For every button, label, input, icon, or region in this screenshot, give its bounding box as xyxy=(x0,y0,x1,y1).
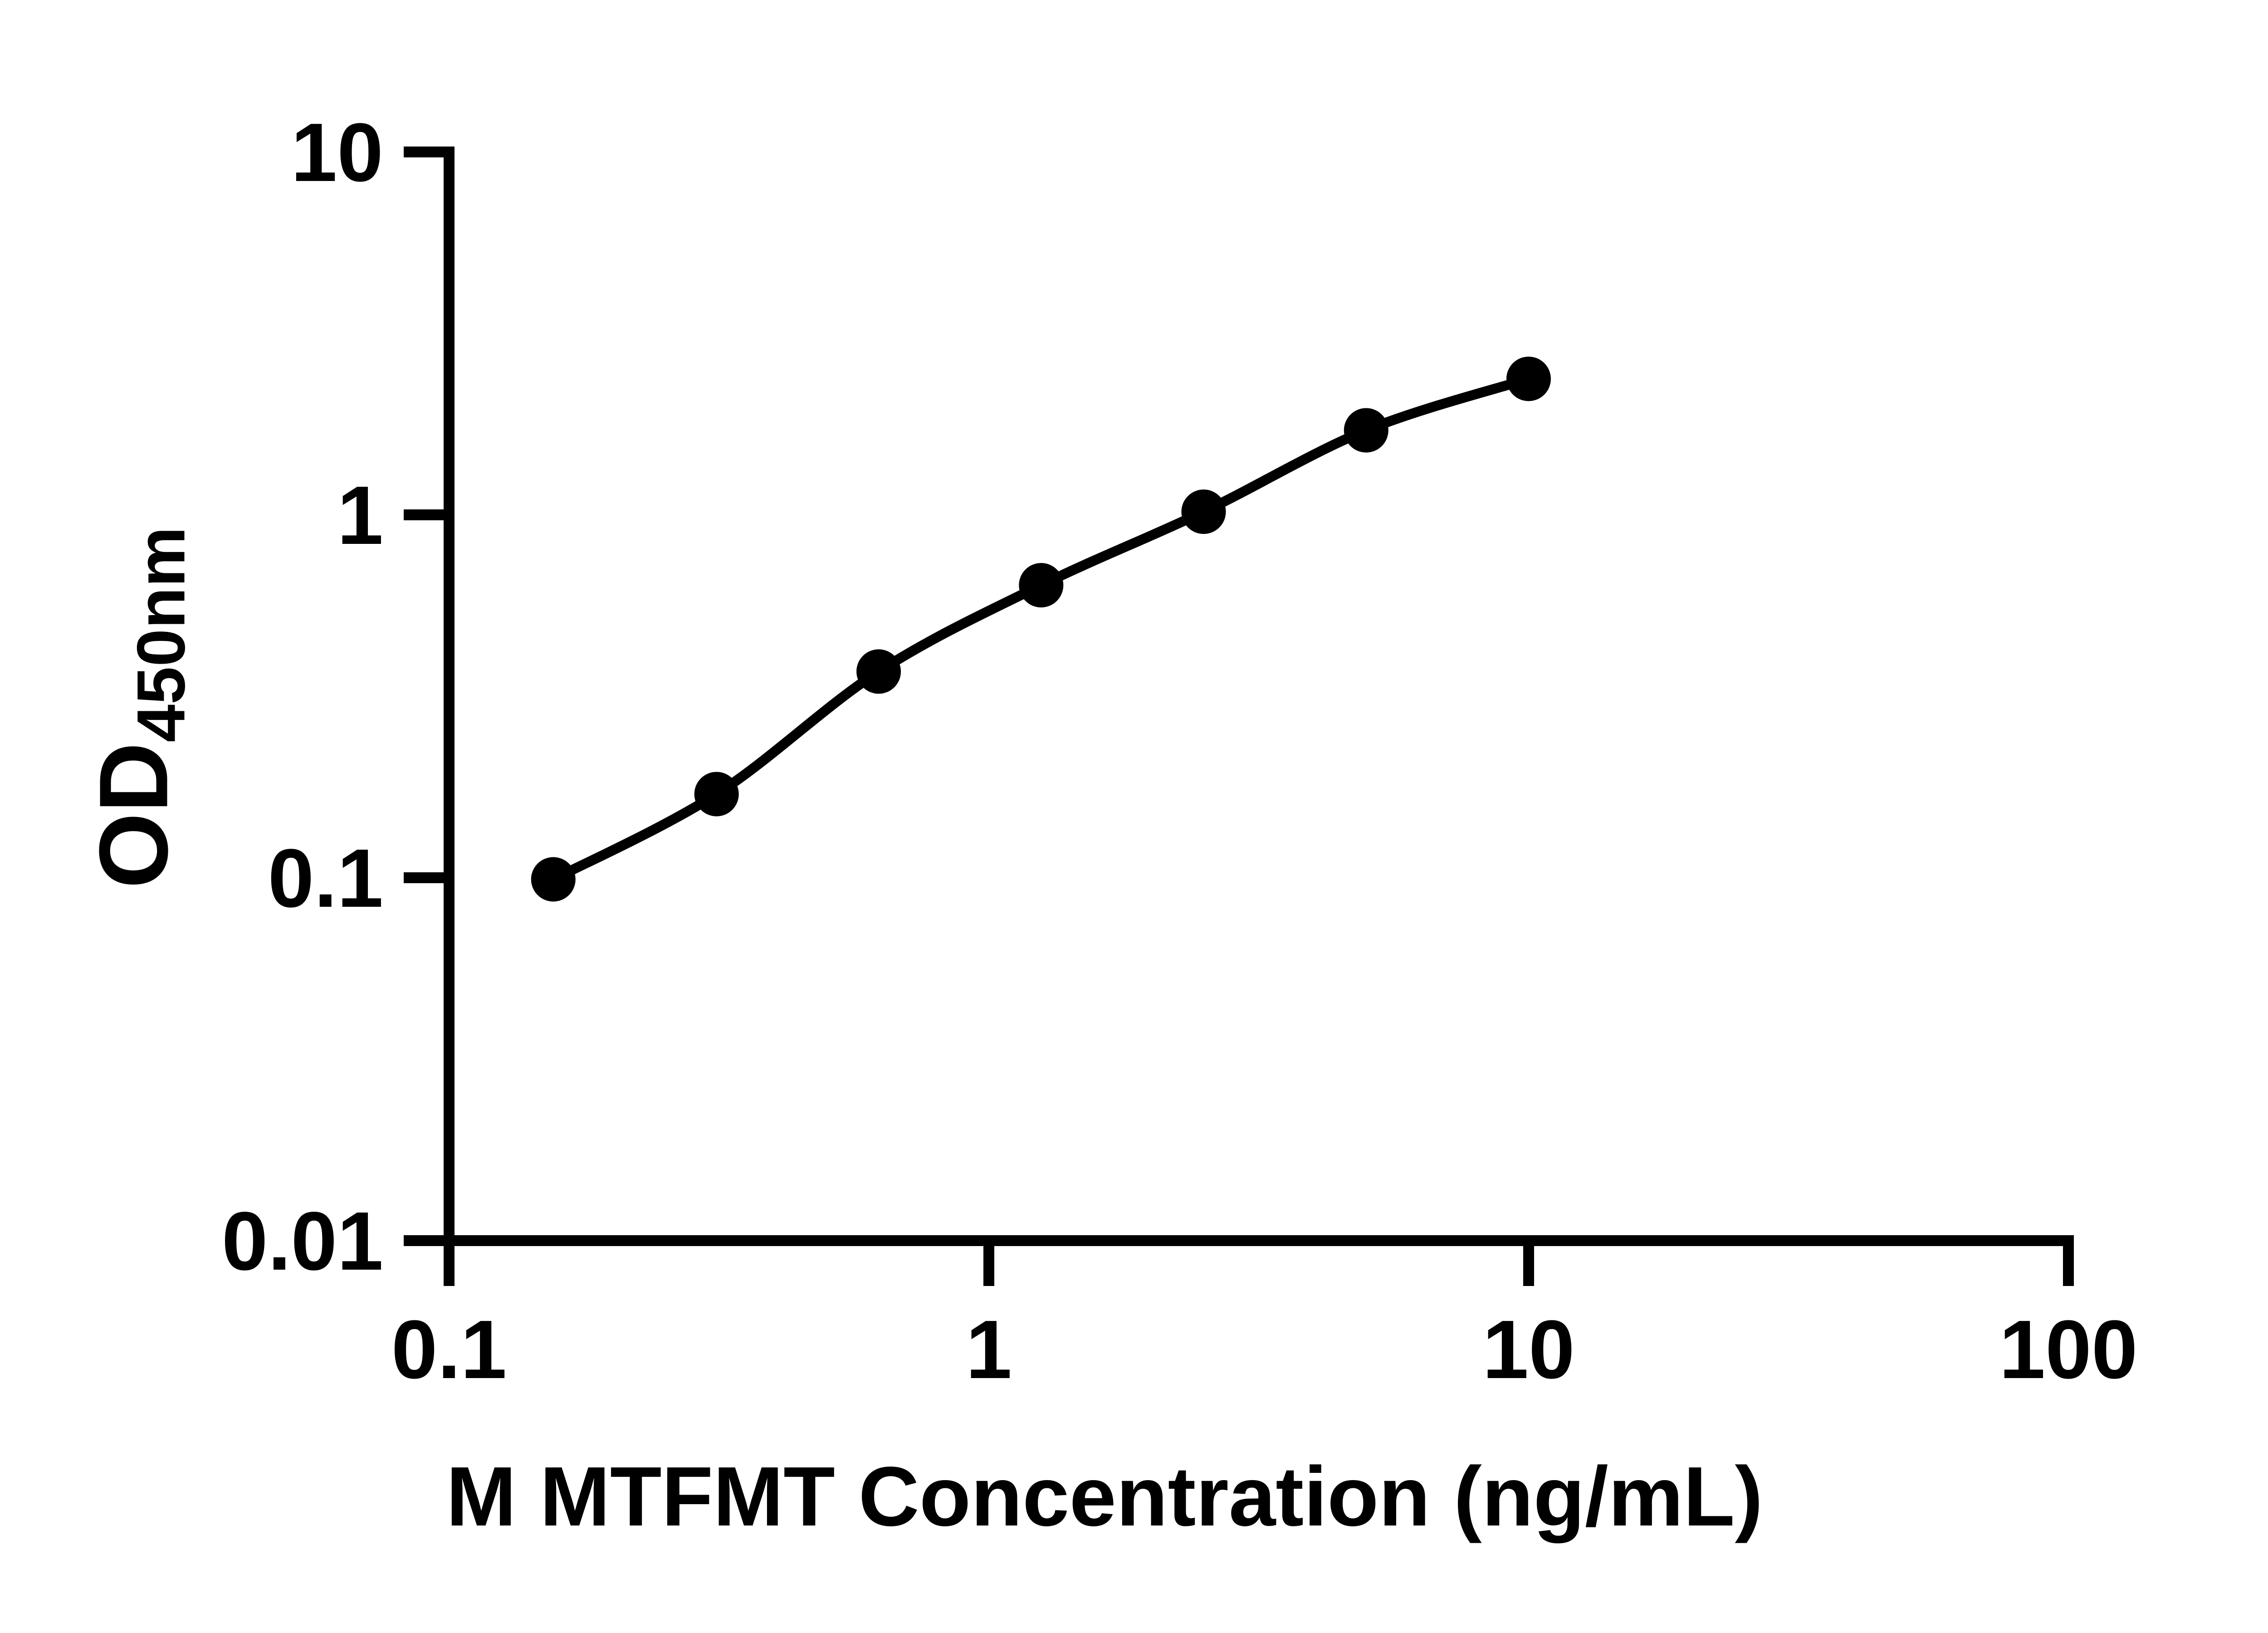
data-point-marker xyxy=(531,857,576,902)
x-tick-label: 100 xyxy=(1999,1303,2137,1396)
data-point-marker xyxy=(1181,489,1226,534)
y-tick-label: 10 xyxy=(291,106,383,199)
data-point-marker xyxy=(694,772,739,816)
axis-ticks xyxy=(404,147,2074,1286)
y-axis-title: OD450nm xyxy=(79,527,502,889)
data-point-marker xyxy=(1344,408,1388,453)
data-point-marker xyxy=(856,649,901,694)
x-axis-title-text: M MTFMT Concentration (ng/mL) xyxy=(446,1450,1763,1544)
y-axis-title-base: OD xyxy=(78,742,188,889)
y-axis-title-subscript: 450nm xyxy=(122,527,199,743)
y-tick-label: 0.01 xyxy=(222,1194,383,1287)
data-points xyxy=(531,357,1551,902)
x-tick-label: 10 xyxy=(1482,1303,1575,1396)
y-tick-label: 0.1 xyxy=(268,831,383,924)
x-axis-title: M MTFMT Concentration (ng/mL) xyxy=(446,1455,2268,1581)
x-tick-label: 0.1 xyxy=(391,1303,507,1396)
data-point-marker xyxy=(1019,563,1064,608)
axes xyxy=(444,147,2074,1246)
x-tick-label: 1 xyxy=(966,1303,1012,1396)
y-tick-label: 1 xyxy=(337,469,383,562)
data-point-marker xyxy=(1506,357,1551,401)
